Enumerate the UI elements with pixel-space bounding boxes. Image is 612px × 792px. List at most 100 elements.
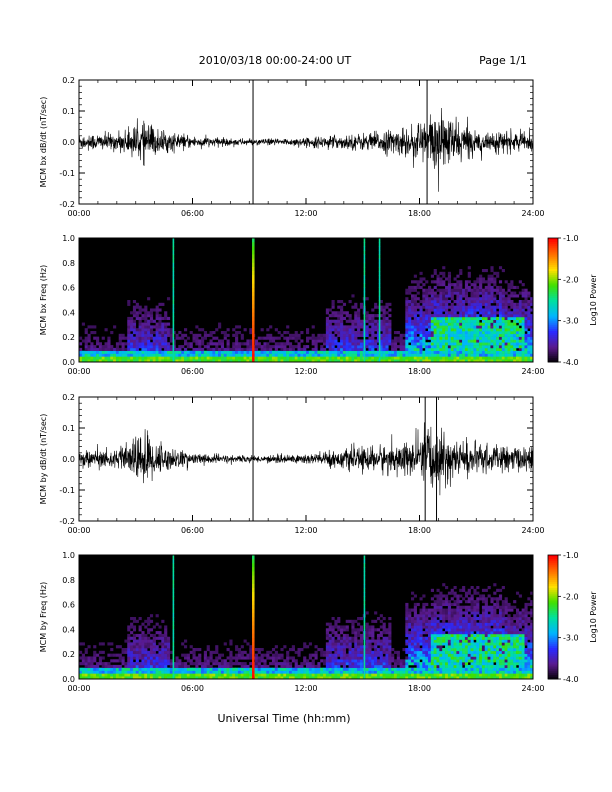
heatmap-cell — [115, 359, 120, 363]
heatmap-cell — [359, 331, 364, 335]
heatmap-cell — [405, 300, 409, 304]
heatmap-cell — [138, 316, 142, 321]
heatmap-cell — [430, 659, 434, 663]
heatmap-cell — [481, 269, 486, 273]
spectral-line — [363, 283, 366, 288]
heatmap-cell — [166, 353, 171, 357]
heatmap-cell — [365, 664, 369, 669]
heatmap-cell — [323, 347, 327, 352]
heatmap-cell — [149, 619, 154, 623]
heatmap-cell — [209, 653, 213, 657]
heatmap-cell — [166, 670, 171, 674]
heatmap-cell — [195, 356, 199, 360]
heatmap-cell — [467, 350, 471, 354]
heatmap-cell — [521, 347, 525, 352]
heatmap-cell — [382, 639, 386, 643]
heatmap-cell — [464, 322, 469, 326]
heatmap-cell — [476, 291, 480, 295]
heatmap-cell — [405, 656, 409, 660]
heatmap-cell — [141, 347, 145, 352]
heatmap-cell — [189, 645, 193, 649]
heatmap-cell — [115, 670, 120, 674]
heatmap-cell — [209, 342, 213, 346]
heatmap-cell — [487, 322, 491, 326]
heatmap-cell — [198, 342, 202, 346]
heatmap-cell — [374, 639, 378, 643]
heatmap-cell — [374, 342, 378, 346]
colorbar-segment — [548, 277, 558, 280]
heatmap-cell — [104, 350, 108, 354]
heatmap-cell — [439, 359, 443, 363]
heatmap-cell — [351, 353, 355, 357]
heatmap-cell — [388, 356, 392, 360]
heatmap-cell — [428, 285, 432, 290]
heatmap-cell — [155, 659, 159, 663]
heatmap-cell — [246, 664, 250, 669]
heatmap-cell — [459, 280, 463, 284]
heatmap-cell — [510, 350, 514, 354]
heatmap-cell — [155, 667, 159, 671]
heatmap-cell — [325, 345, 329, 349]
heatmap-cell — [450, 291, 454, 295]
heatmap-cell — [521, 350, 525, 354]
heatmap-cell — [84, 359, 88, 363]
heatmap-cell — [379, 353, 383, 357]
heatmap-cell — [164, 331, 168, 335]
heatmap-cell — [376, 359, 381, 363]
heatmap-cell — [340, 305, 344, 309]
heatmap-cell — [493, 325, 497, 329]
heatmap-cell — [442, 305, 446, 309]
heatmap-cell — [518, 311, 522, 315]
heatmap-cell — [396, 676, 400, 680]
heatmap-cell — [195, 673, 199, 677]
heatmap-cell — [501, 294, 505, 298]
heatmap-cell — [288, 333, 293, 337]
heatmap-cell — [371, 350, 375, 354]
heatmap-cell — [379, 356, 383, 360]
heatmap-cell — [368, 331, 372, 335]
heatmap-cell — [115, 676, 120, 680]
heatmap-cell — [479, 305, 483, 309]
heatmap-cell — [209, 673, 213, 677]
heatmap-cell — [232, 342, 236, 346]
heatmap-cell — [408, 328, 412, 332]
trace-line — [79, 107, 533, 192]
heatmap-cell — [286, 650, 290, 654]
heatmap-cell — [365, 650, 369, 654]
heatmap-cell — [288, 336, 293, 340]
heatmap-cell — [303, 659, 307, 663]
heatmap-cell — [484, 328, 488, 332]
heatmap-cell — [365, 353, 369, 357]
heatmap-cell — [445, 288, 449, 292]
heatmap-cell — [439, 628, 443, 632]
heatmap-cell — [206, 676, 210, 680]
heatmap-cell — [419, 628, 423, 632]
heatmap-cell — [203, 350, 207, 354]
heatmap-cell — [371, 339, 375, 343]
heatmap-cell — [152, 670, 156, 674]
heatmap-cell — [405, 359, 409, 363]
heatmap-cell — [374, 353, 378, 357]
spectral-line — [378, 262, 381, 268]
heatmap-cell — [121, 336, 125, 340]
heatmap-cell — [374, 328, 378, 332]
heatmap-cell — [237, 345, 242, 349]
heatmap-cell — [405, 305, 409, 309]
heatmap-cell — [101, 642, 105, 646]
heatmap-cell — [476, 285, 480, 290]
heatmap-cell — [413, 650, 417, 654]
colorbar-segment — [548, 306, 558, 309]
heatmap-cell — [206, 347, 210, 352]
heatmap-cell — [425, 356, 429, 360]
heatmap-cell — [530, 302, 534, 306]
heatmap-cell — [439, 642, 443, 646]
heatmap-cell — [127, 662, 131, 666]
heatmap-cell — [453, 336, 457, 340]
heatmap-cell — [189, 342, 193, 346]
heatmap-cell — [501, 331, 505, 335]
heatmap-cell — [357, 667, 361, 671]
heatmap-cell — [348, 673, 352, 677]
heatmap-cell — [351, 347, 355, 352]
heatmap-cell — [479, 288, 483, 292]
heatmap-cell — [314, 350, 318, 354]
